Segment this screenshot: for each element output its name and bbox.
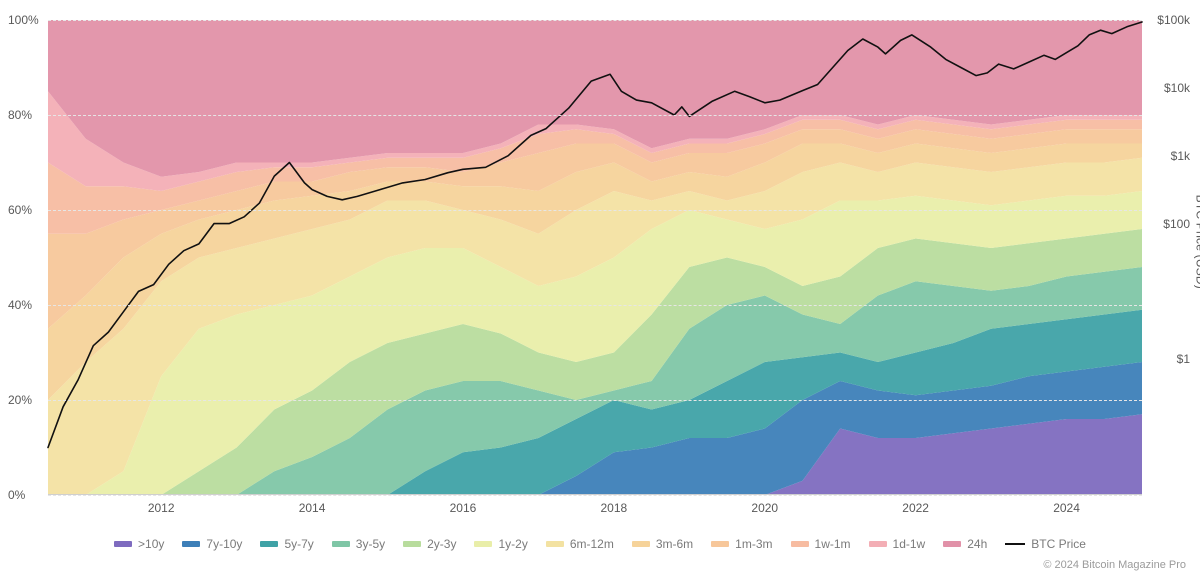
x-tick-label: 2018 — [601, 501, 628, 515]
legend-label: 6m-12m — [570, 537, 614, 551]
x-tick-label: 2014 — [299, 501, 326, 515]
legend-label: 3m-6m — [656, 537, 693, 551]
x-tick-label: 2016 — [450, 501, 477, 515]
y-right-tick-label: $100 — [1163, 217, 1190, 231]
chart-container: BTC Price (USD) >10y 7y-10y 5y-7y 3y-5y 2y-3… — [0, 0, 1200, 577]
y-left-tick-label: 20% — [8, 393, 32, 407]
legend-item: 3y-5y — [332, 537, 385, 551]
legend-item: 6m-12m — [546, 537, 614, 551]
legend-item: 1y-2y — [474, 537, 527, 551]
y-left-tick-label: 100% — [8, 13, 39, 27]
legend-item: 2y-3y — [403, 537, 456, 551]
legend-label: BTC Price — [1031, 537, 1086, 551]
legend-label: 5y-7y — [284, 537, 313, 551]
grid-line — [48, 210, 1142, 211]
legend-item: BTC Price — [1005, 537, 1086, 551]
grid-line — [48, 305, 1142, 306]
legend-swatch — [869, 541, 887, 547]
legend-swatch — [943, 541, 961, 547]
legend: >10y 7y-10y 5y-7y 3y-5y 2y-3y 1y-2y 6m-12m 3m-6… — [0, 537, 1200, 551]
legend-item: 24h — [943, 537, 987, 551]
legend-label: 7y-10y — [206, 537, 242, 551]
legend-label: >10y — [138, 537, 164, 551]
legend-item: 1w-1m — [791, 537, 851, 551]
y-right-axis-title: BTC Price (USD) — [1193, 194, 1200, 288]
grid-line — [48, 115, 1142, 116]
legend-swatch — [182, 541, 200, 547]
legend-item: >10y — [114, 537, 164, 551]
legend-item: 3m-6m — [632, 537, 693, 551]
legend-label: 3y-5y — [356, 537, 385, 551]
y-right-tick-label: $100k — [1157, 13, 1190, 27]
legend-swatch — [403, 541, 421, 547]
legend-line-swatch — [1005, 543, 1025, 545]
legend-item: 1m-3m — [711, 537, 772, 551]
legend-label: 2y-3y — [427, 537, 456, 551]
legend-label: 1w-1m — [815, 537, 851, 551]
legend-swatch — [711, 541, 729, 547]
legend-item: 7y-10y — [182, 537, 242, 551]
grid-line — [48, 495, 1142, 496]
y-left-tick-label: 40% — [8, 298, 32, 312]
plot-area — [48, 20, 1142, 495]
grid-line — [48, 400, 1142, 401]
y-left-tick-label: 80% — [8, 108, 32, 122]
legend-label: 1y-2y — [498, 537, 527, 551]
y-right-tick-label: $1k — [1171, 149, 1190, 163]
y-left-tick-label: 0% — [8, 488, 25, 502]
legend-swatch — [632, 541, 650, 547]
legend-item: 1d-1w — [869, 537, 926, 551]
legend-swatch — [260, 541, 278, 547]
chart-svg — [48, 20, 1142, 495]
legend-swatch — [332, 541, 350, 547]
legend-swatch — [546, 541, 564, 547]
legend-label: 1d-1w — [893, 537, 926, 551]
legend-label: 1m-3m — [735, 537, 772, 551]
copyright-text: © 2024 Bitcoin Magazine Pro — [1043, 559, 1186, 571]
legend-swatch — [791, 541, 809, 547]
y-right-tick-label: $1 — [1177, 352, 1190, 366]
x-tick-label: 2024 — [1053, 501, 1080, 515]
grid-line — [48, 20, 1142, 21]
x-tick-label: 2012 — [148, 501, 175, 515]
x-tick-label: 2022 — [902, 501, 929, 515]
legend-swatch — [114, 541, 132, 547]
x-tick-label: 2020 — [751, 501, 778, 515]
y-left-tick-label: 60% — [8, 203, 32, 217]
legend-label: 24h — [967, 537, 987, 551]
y-right-tick-label: $10k — [1164, 81, 1190, 95]
legend-swatch — [474, 541, 492, 547]
legend-item: 5y-7y — [260, 537, 313, 551]
